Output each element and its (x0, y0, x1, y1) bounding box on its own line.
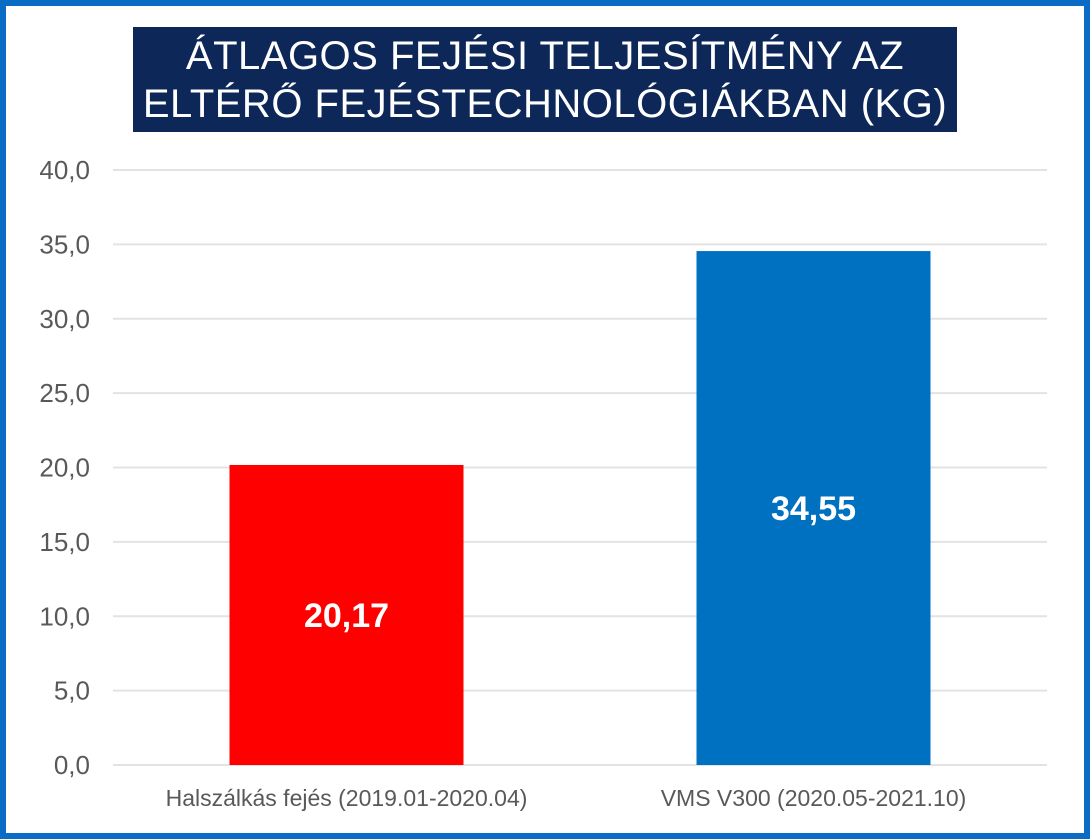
data-label: 20,17 (304, 597, 389, 635)
chart-title-box: ÁTLAGOS FEJÉSI TELJESÍTMÉNY AZ ELTÉRŐ FE… (133, 27, 957, 132)
y-tick-label: 10,0 (39, 601, 90, 631)
y-tick-label: 25,0 (39, 378, 90, 408)
y-tick-label: 5,0 (54, 676, 90, 706)
y-tick-label: 35,0 (39, 229, 90, 259)
bar (229, 464, 464, 765)
bar (696, 251, 931, 766)
y-tick-label: 15,0 (39, 527, 90, 557)
x-tick-label: VMS V300 (2020.05-2021.10) (661, 785, 967, 811)
x-tick-label: Halszálkás fejés (2019.01-2020.04) (166, 785, 528, 811)
y-tick-label: 40,0 (39, 155, 90, 185)
data-label: 34,55 (771, 490, 856, 528)
y-tick-label: 30,0 (39, 304, 90, 334)
chart-title: ÁTLAGOS FEJÉSI TELJESÍTMÉNY AZ ELTÉRŐ FE… (142, 33, 948, 126)
y-tick-label: 20,0 (39, 453, 90, 483)
y-tick-label: 0,0 (54, 750, 90, 780)
